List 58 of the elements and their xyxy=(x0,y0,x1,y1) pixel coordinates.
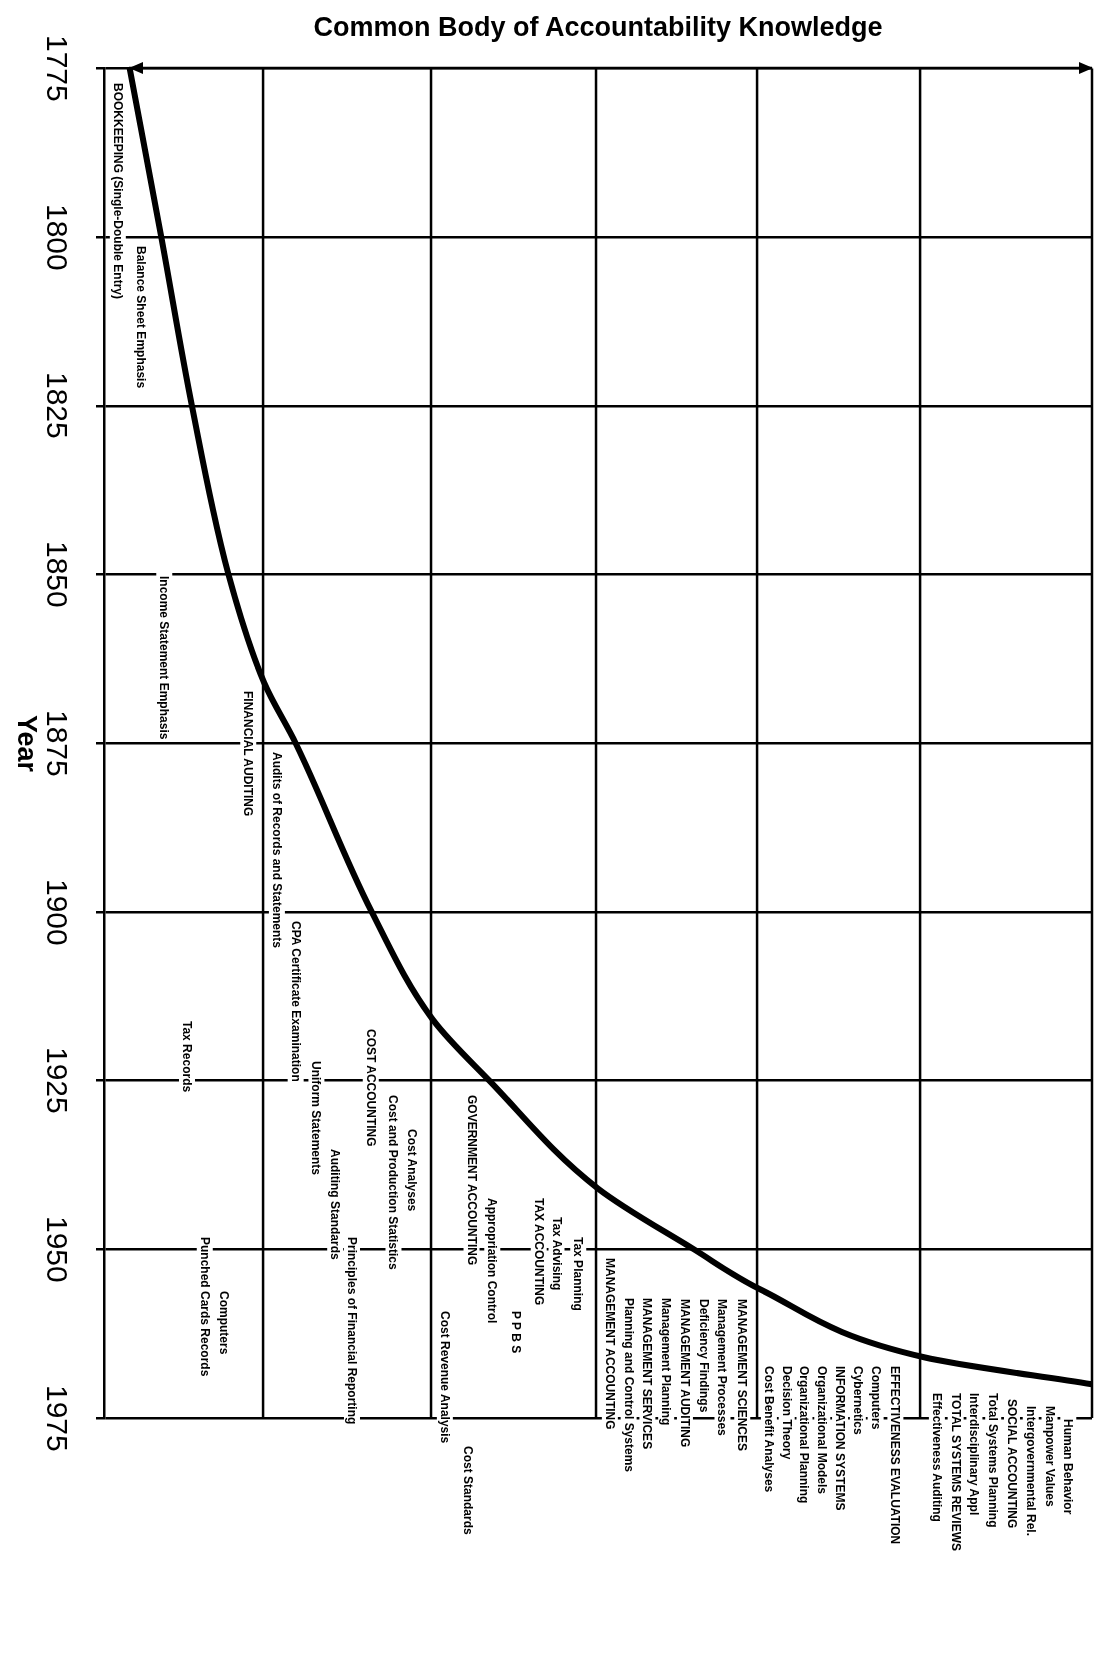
y-tick-label: 1975 xyxy=(40,1384,74,1452)
annotation: COST ACCOUNTING xyxy=(363,1028,378,1147)
annotation: Auditing Standards xyxy=(328,1149,343,1260)
annotation: Tax Records xyxy=(179,1020,194,1092)
y-tick-label: 1825 xyxy=(40,372,74,440)
annotation: CPA Certificate Examination xyxy=(288,920,303,1082)
annotation: Organizational Models xyxy=(815,1366,830,1495)
annotation: MANAGEMENT SCIENCES xyxy=(735,1298,750,1451)
annotation: Total Systems Planning xyxy=(986,1393,1001,1528)
y-tick-label: 1875 xyxy=(40,709,74,777)
annotation: Balance Sheet Emphasis xyxy=(133,246,148,389)
annotation: Uniform Statements xyxy=(309,1061,324,1176)
y-tick-label: 1925 xyxy=(40,1047,74,1114)
annotation: MANAGEMENT AUDITING xyxy=(677,1298,692,1447)
annotation: Effectiveness Auditing xyxy=(929,1393,944,1523)
annotation: FINANCIAL AUDITING xyxy=(241,691,256,817)
annotation: Decision Theory xyxy=(779,1366,794,1460)
text: Human Behavior xyxy=(1061,1419,1076,1515)
annotation: Organizational Planning xyxy=(797,1366,812,1504)
x-axis-title: Common Body of Accountability Knowledge xyxy=(313,11,883,42)
annotation: INFORMATION SYSTEMS xyxy=(833,1366,848,1511)
annotation: SOCIAL ACCOUNTING xyxy=(1004,1398,1019,1529)
annotation: Manpower Values xyxy=(1042,1405,1057,1507)
annotation: BOOKKEEPING (Single-Double Entry) xyxy=(110,82,125,299)
y-tick-label: 1950 xyxy=(40,1215,74,1283)
annotation: P P B S xyxy=(508,1311,523,1354)
text: Cost Standards xyxy=(460,1445,475,1535)
annotation: Cost Analyses xyxy=(405,1128,420,1212)
annotation: Income Statement Emphasis xyxy=(157,575,172,739)
annotation: Computers xyxy=(868,1366,883,1430)
y-tick-label: 1850 xyxy=(40,541,74,608)
annotation: MANAGEMENT ACCOUNTING xyxy=(602,1258,617,1430)
y-tick-label: 1900 xyxy=(40,878,74,946)
annotation: EFFECTIVENESS EVALUATION xyxy=(888,1366,903,1545)
annotation: TAX ACCOUNTING xyxy=(531,1197,546,1305)
annotation: Tax Advising xyxy=(549,1216,564,1290)
annotation: Intergovernmental Rel. xyxy=(1023,1405,1038,1536)
annotation: Cost Benefit Analyses xyxy=(761,1366,776,1493)
annotation: Tax Planning xyxy=(571,1236,586,1311)
y-axis-title: Year xyxy=(12,714,42,772)
annotation: Deficiency Findings xyxy=(696,1298,711,1413)
y-tick-label: 1775 xyxy=(40,35,74,102)
annotation: Management Processes xyxy=(715,1298,730,1436)
annotation: Audits of Records and Statements xyxy=(269,752,284,949)
annotation: Cost and Production Statistics xyxy=(386,1095,401,1270)
y-tick-label: 1800 xyxy=(40,203,74,271)
annotation: Punched Cards Records xyxy=(197,1236,212,1377)
annotation: Planning and Control Systems xyxy=(621,1297,636,1472)
annotation: TOTAL SYSTEMS REVIEWS xyxy=(948,1393,963,1552)
annotation: Cost Revenue Analysis xyxy=(437,1311,452,1444)
annotation: GOVERNMENT ACCOUNTING xyxy=(464,1095,479,1266)
annotation: Cybernetics xyxy=(850,1366,865,1435)
annotation: Appropriation Control xyxy=(485,1197,500,1323)
annotation: Interdisciplinary Appl xyxy=(967,1393,982,1516)
annotation: Principles of Financial Reporting xyxy=(344,1236,359,1425)
annotation: MANAGEMENT SERVICES xyxy=(640,1297,655,1449)
annotation: Computers xyxy=(216,1290,231,1355)
annotation: Management Planning xyxy=(659,1297,674,1425)
